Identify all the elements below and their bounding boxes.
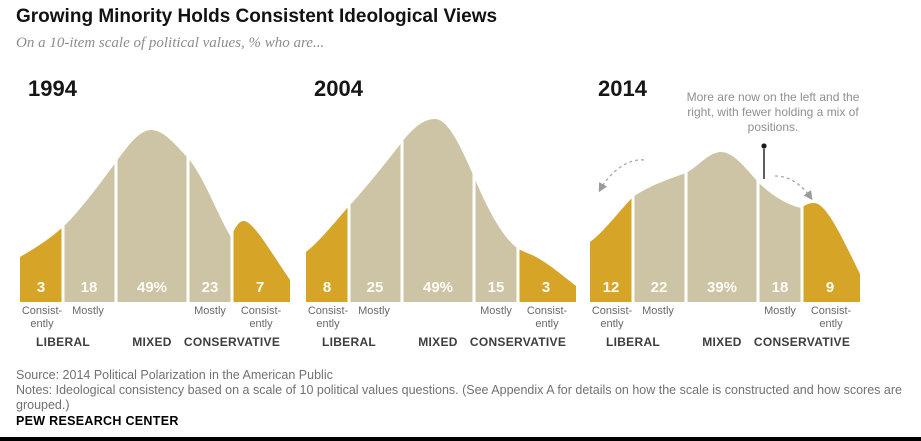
axis-label-mostly-left: Mostly: [358, 305, 390, 317]
curve-area-tan: [590, 152, 860, 302]
year-label-2014: 2014: [598, 76, 647, 101]
segment-dividers: [61, 117, 234, 302]
year-label-2004: 2004: [314, 76, 363, 101]
axis-label-mostly-right: Mostly: [764, 305, 796, 317]
page-title: Growing Minority Holds Consistent Ideolo…: [16, 6, 498, 27]
curve-area-gold-left: [590, 197, 633, 302]
notes-line: Notes: Ideological consistency based on …: [16, 383, 902, 412]
value-label: 23: [202, 279, 219, 296]
value-label: 49%: [137, 279, 167, 296]
value-label: 3: [37, 279, 45, 296]
chart-1994: 1994 3 18 49% 23 7 Consist-ently Mostly: [20, 76, 292, 364]
axis-1994: Consist-ently Mostly Mostly Consist-entl…: [20, 302, 292, 364]
page-subtitle: On a 10-item scale of political values, …: [16, 35, 325, 51]
axis-category-conservative: CONSERVATIVE: [753, 335, 851, 349]
value-label: 3: [542, 279, 550, 296]
curve-area-gold-right: [232, 221, 290, 302]
curve-area-gold-left: [20, 227, 63, 302]
annotation-arrow-right: [774, 175, 813, 201]
brand-footer: PEW RESEARCH CENTER: [16, 414, 179, 428]
curve-area-gold-right: [802, 203, 860, 302]
value-label: 39%: [707, 279, 737, 296]
value-label: 8: [323, 279, 331, 296]
axis-label-consistently-left: Consist-ently: [591, 305, 633, 330]
value-label: 49%: [423, 279, 453, 296]
axis-category-mixed: MIXED: [418, 335, 458, 349]
distribution-curve-2014: 12 22 39% 18 9: [590, 142, 860, 302]
value-label: 18: [81, 279, 98, 296]
curve-area-gold-left: [306, 206, 349, 302]
axis-label-mostly-left: Mostly: [72, 305, 104, 317]
axis-label-consistently-right: Consist-ently: [810, 305, 852, 330]
axis-category-conservative: CONSERVATIVE: [469, 335, 567, 349]
source-line: Source: 2014 Political Polarization in t…: [16, 368, 333, 382]
axis-label-mostly-right: Mostly: [480, 305, 512, 317]
segment-dividers: [631, 142, 804, 302]
value-label: 22: [651, 279, 668, 296]
axis-label-consistently-left: Consist-ently: [21, 305, 63, 330]
axis-label-consistently-left: Consist-ently: [307, 305, 349, 330]
curve-area-tan: [306, 119, 576, 302]
year-label-1994: 1994: [28, 76, 77, 101]
value-label: 12: [603, 279, 620, 296]
value-label: 9: [826, 279, 834, 296]
axis-category-mixed: MIXED: [132, 335, 172, 349]
axis-2004: Consist-ently Mostly Mostly Consist-entl…: [306, 302, 578, 364]
value-label: 25: [367, 279, 384, 296]
axis-category-liberal: LIBERAL: [605, 335, 661, 349]
axis-label-consistently-right: Consist-ently: [526, 305, 568, 330]
distribution-curve-1994: 3 18 49% 23 7: [20, 117, 290, 302]
value-label: 15: [488, 279, 505, 296]
annotation-pointer: [761, 143, 767, 179]
axis-label-mostly-right: Mostly: [194, 305, 226, 317]
curve-area-tan: [20, 130, 290, 302]
curve-area-gold-right: [518, 248, 576, 302]
axis-category-liberal: LIBERAL: [35, 335, 91, 349]
axis-category-liberal: LIBERAL: [321, 335, 377, 349]
axis-2014: Consist-ently Mostly Mostly Consist-entl…: [590, 302, 862, 364]
footer-rule: [0, 437, 921, 441]
axis-label-consistently-right: Consist-ently: [240, 305, 282, 330]
annotation-arrow-left: [598, 159, 645, 193]
segment-dividers: [347, 112, 520, 302]
axis-label-mostly-left: Mostly: [642, 305, 674, 317]
axis-category-mixed: MIXED: [702, 335, 742, 349]
value-label: 18: [772, 279, 789, 296]
distribution-curve-2004: 8 25 49% 15 3: [306, 112, 576, 302]
axis-category-conservative: CONSERVATIVE: [183, 335, 281, 349]
value-label: 7: [256, 279, 264, 296]
chart-2014: 2014 12: [590, 76, 862, 364]
chart-annotation: More are now on the left and the right, …: [686, 90, 860, 134]
chart-2004: 2004 8 25 49% 15 3 Consist-ently Mostly: [306, 76, 578, 364]
